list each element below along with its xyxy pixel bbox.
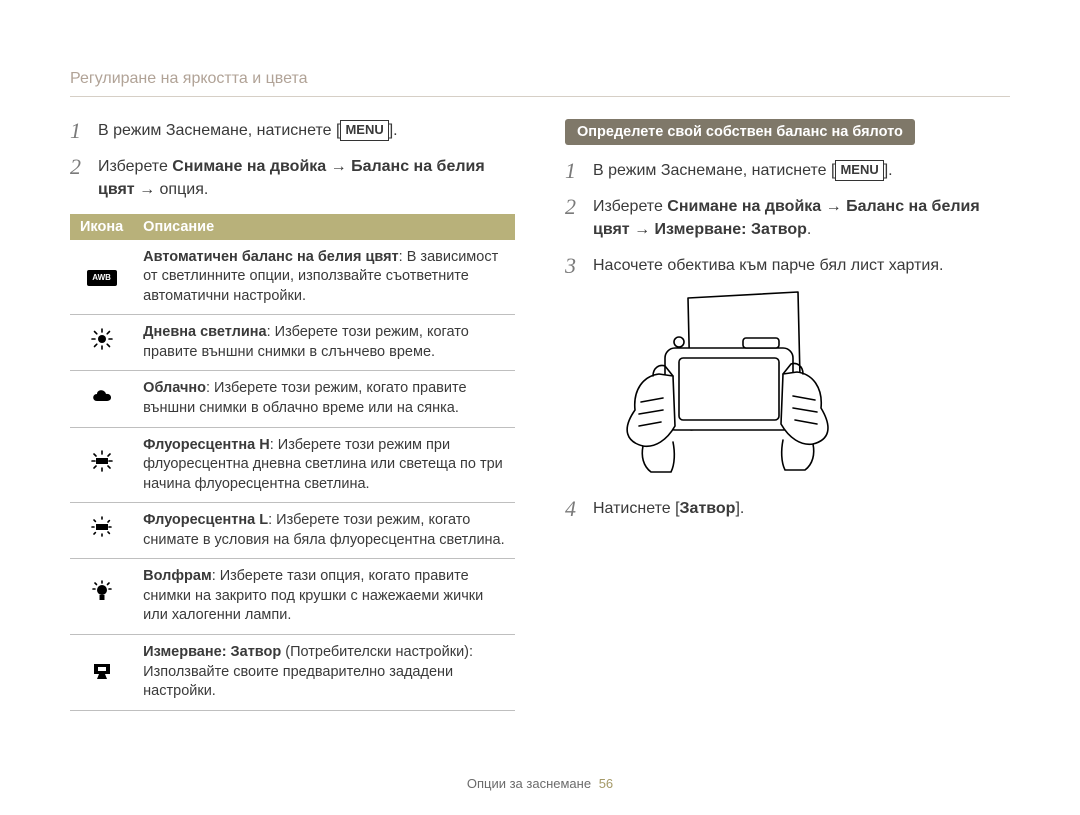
desc-cell: Автоматичен баланс на белия цвят: В зави… <box>133 240 515 315</box>
step-number: 1 <box>565 159 593 183</box>
desc-paren: (Потребителски настройки) <box>281 644 469 660</box>
table-header-desc: Описание <box>133 214 515 240</box>
text-bold: Измерване: Затвор <box>655 221 807 238</box>
table-row: Флуоресцентна L: Изберете този режим, ко… <box>70 503 515 559</box>
left-column: 1 В режим Заснемане, натиснете [MENU]. 2… <box>70 119 515 711</box>
bulb-icon <box>88 582 116 602</box>
text: Натиснете [ <box>593 500 680 517</box>
desc-term: Волфрам <box>143 568 212 584</box>
fluorescent-h-icon <box>88 451 116 471</box>
text: ]. <box>389 122 398 139</box>
desc-term: Дневна светлина <box>143 324 266 340</box>
icon-cell <box>70 427 133 503</box>
arrow-icon: → <box>326 158 351 175</box>
white-balance-table: Икона Описание AWB Автоматичен баланс на … <box>70 214 515 711</box>
desc-term: Автоматичен баланс на белия цвят <box>143 249 399 265</box>
table-row: Дневна светлина: Изберете този режим, ко… <box>70 315 515 371</box>
cloud-icon <box>88 386 116 406</box>
arrow-icon: → <box>135 181 160 198</box>
table-row: Облачно: Изберете този режим, когато пра… <box>70 371 515 427</box>
step-number: 1 <box>70 119 98 143</box>
arrow-icon: → <box>821 198 846 215</box>
camera-illustration <box>593 290 853 475</box>
step-number: 4 <box>565 497 593 521</box>
menu-icon: MENU <box>835 160 883 181</box>
right-step-4: 4 Натиснете [Затвор]. <box>565 497 1010 521</box>
text: В режим Заснемане, натиснете [ <box>593 162 835 179</box>
desc-term: Флуоресцентна L <box>143 512 268 528</box>
desc-term: Флуоресцентна H <box>143 437 270 453</box>
table-row: Флуоресцентна H: Изберете този режим при… <box>70 427 515 503</box>
icon-cell <box>70 635 133 711</box>
right-column: Определете свой собствен баланс на бялот… <box>565 119 1010 711</box>
desc-cell: Волфрам: Изберете тази опция, когато пра… <box>133 559 515 635</box>
desc-term: Измерване: Затвор <box>143 644 281 660</box>
desc-term: Облачно <box>143 380 206 396</box>
text-bold: Затвор <box>680 500 736 517</box>
page-header: Регулиране на яркостта и цвета <box>70 70 1010 97</box>
right-step-2: 2 Изберете Снимане на двойка → Баланс на… <box>565 195 1010 241</box>
text-bold: Снимане на двойка <box>172 158 326 175</box>
desc-cell: Измерване: Затвор (Потребителски настрой… <box>133 635 515 711</box>
callout-heading: Определете свой собствен баланс на бялот… <box>565 119 915 145</box>
right-step-3: 3 Насочете обектива към парче бял лист х… <box>565 254 1010 278</box>
desc-cell: Флуоресцентна H: Изберете този режим при… <box>133 427 515 503</box>
page-footer: Опции за заснемане 56 <box>0 776 1080 791</box>
left-step-2: 2 Изберете Снимане на двойка → Баланс на… <box>70 155 515 201</box>
text: ]. <box>735 500 744 517</box>
icon-cell <box>70 503 133 559</box>
desc-cell: Дневна светлина: Изберете този режим, ко… <box>133 315 515 371</box>
text: опция. <box>160 181 209 198</box>
desc-cell: Флуоресцентна L: Изберете този режим, ко… <box>133 503 515 559</box>
awb-icon: AWB <box>87 270 117 286</box>
step-number: 2 <box>565 195 593 241</box>
text: Насочете обектива към парче бял лист хар… <box>593 254 1010 278</box>
text: Изберете <box>593 198 667 215</box>
menu-icon: MENU <box>340 120 388 141</box>
page-number: 56 <box>599 776 613 791</box>
icon-cell <box>70 559 133 635</box>
text: ]. <box>884 162 893 179</box>
text: В режим Заснемане, натиснете [ <box>98 122 340 139</box>
step-number: 3 <box>565 254 593 278</box>
icon-cell: AWB <box>70 240 133 315</box>
icon-cell <box>70 371 133 427</box>
fluorescent-l-icon <box>88 517 116 537</box>
step-number: 2 <box>70 155 98 201</box>
arrow-icon: → <box>630 221 655 238</box>
table-header-icon: Икона <box>70 214 133 240</box>
table-row: Измерване: Затвор (Потребителски настрой… <box>70 635 515 711</box>
sun-icon <box>88 329 116 349</box>
table-row: AWB Автоматичен баланс на белия цвят: В з… <box>70 240 515 315</box>
text: . <box>807 221 811 238</box>
table-row: Волфрам: Изберете тази опция, когато пра… <box>70 559 515 635</box>
right-step-1: 1 В режим Заснемане, натиснете [MENU]. <box>565 159 1010 183</box>
icon-cell <box>70 315 133 371</box>
text-bold: Снимане на двойка <box>667 198 821 215</box>
footer-label: Опции за заснемане <box>467 776 591 791</box>
custom-wb-icon <box>88 659 116 679</box>
text: Изберете <box>98 158 172 175</box>
desc-cell: Облачно: Изберете този режим, когато пра… <box>133 371 515 427</box>
left-step-1: 1 В режим Заснемане, натиснете [MENU]. <box>70 119 515 143</box>
